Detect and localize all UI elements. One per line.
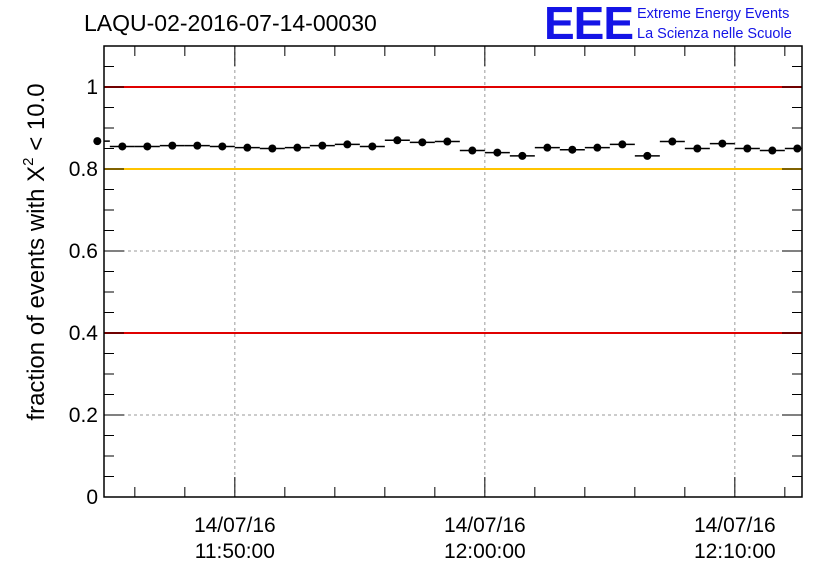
reference-lines bbox=[104, 86, 802, 334]
y-tick-label: 0 bbox=[86, 486, 98, 509]
data-point bbox=[768, 146, 777, 155]
x-tick-date-label: 14/07/16 bbox=[694, 514, 776, 537]
x-tick-date-label: 14/07/16 bbox=[444, 514, 526, 537]
data-point bbox=[693, 144, 702, 153]
data-point bbox=[93, 137, 102, 146]
logo-line-1: Extreme Energy Events bbox=[637, 6, 790, 22]
y-tick-label: 1 bbox=[86, 76, 98, 99]
plot-border bbox=[103, 45, 803, 498]
data-point bbox=[593, 143, 602, 152]
y-axis-label-tail: < 10.0 bbox=[23, 83, 50, 157]
y-tick-label: 0.2 bbox=[69, 404, 98, 427]
y-axis-ticks: 0 0.2 0.4 0.6 0.8 1 bbox=[69, 45, 802, 509]
plot-frame bbox=[103, 45, 803, 498]
data-point bbox=[668, 137, 677, 146]
data-point bbox=[618, 140, 627, 149]
data-point bbox=[718, 139, 727, 148]
eee-logo-mark: EEE bbox=[544, 0, 634, 49]
x-tick-time-label: 12:00:00 bbox=[444, 540, 526, 563]
x-tick-time-label: 12:10:00 bbox=[694, 540, 776, 563]
data-point bbox=[243, 143, 252, 152]
y-tick-label: 0.4 bbox=[69, 322, 99, 345]
data-point bbox=[743, 144, 752, 153]
y-axis-label: fraction of events with X2 < 10.0 bbox=[20, 83, 50, 420]
data-point bbox=[793, 144, 802, 153]
data-point bbox=[393, 136, 402, 145]
data-point bbox=[143, 142, 152, 151]
data-point bbox=[318, 141, 327, 150]
y-axis-label-sup: 2 bbox=[20, 157, 37, 165]
eee-logo: EEE Extreme Energy Events La Scienza nel… bbox=[544, 0, 834, 49]
x-axis-ticks: 14/07/16 11:50:00 14/07/16 12:00:00 14/07/16… bbox=[134, 46, 786, 563]
data-points bbox=[93, 136, 802, 160]
y-axis-label-main: fraction of events with X bbox=[23, 166, 50, 421]
data-point bbox=[468, 146, 477, 155]
data-point bbox=[268, 144, 277, 153]
data-point bbox=[493, 148, 502, 157]
logo-line-2: La Scienza nelle Scuole bbox=[637, 26, 792, 42]
data-point bbox=[418, 138, 427, 147]
data-point bbox=[368, 142, 377, 151]
grid-lines bbox=[104, 46, 802, 497]
data-point bbox=[118, 142, 127, 151]
data-point bbox=[218, 142, 227, 151]
data-point bbox=[568, 145, 577, 154]
data-point bbox=[193, 141, 202, 150]
x-tick-time-label: 11:50:00 bbox=[195, 540, 275, 563]
data-point bbox=[518, 151, 527, 160]
data-point bbox=[168, 141, 177, 150]
y-tick-label: 0.8 bbox=[69, 158, 98, 181]
data-point bbox=[293, 143, 302, 152]
chart-title: LAQU-02-2016-07-14-00030 bbox=[84, 10, 377, 36]
y-tick-label: 0.6 bbox=[69, 240, 98, 263]
data-point bbox=[443, 137, 452, 146]
data-point bbox=[343, 140, 352, 149]
x-tick-date-label: 14/07/16 bbox=[194, 514, 276, 537]
data-point bbox=[543, 143, 552, 152]
data-point bbox=[643, 151, 652, 160]
